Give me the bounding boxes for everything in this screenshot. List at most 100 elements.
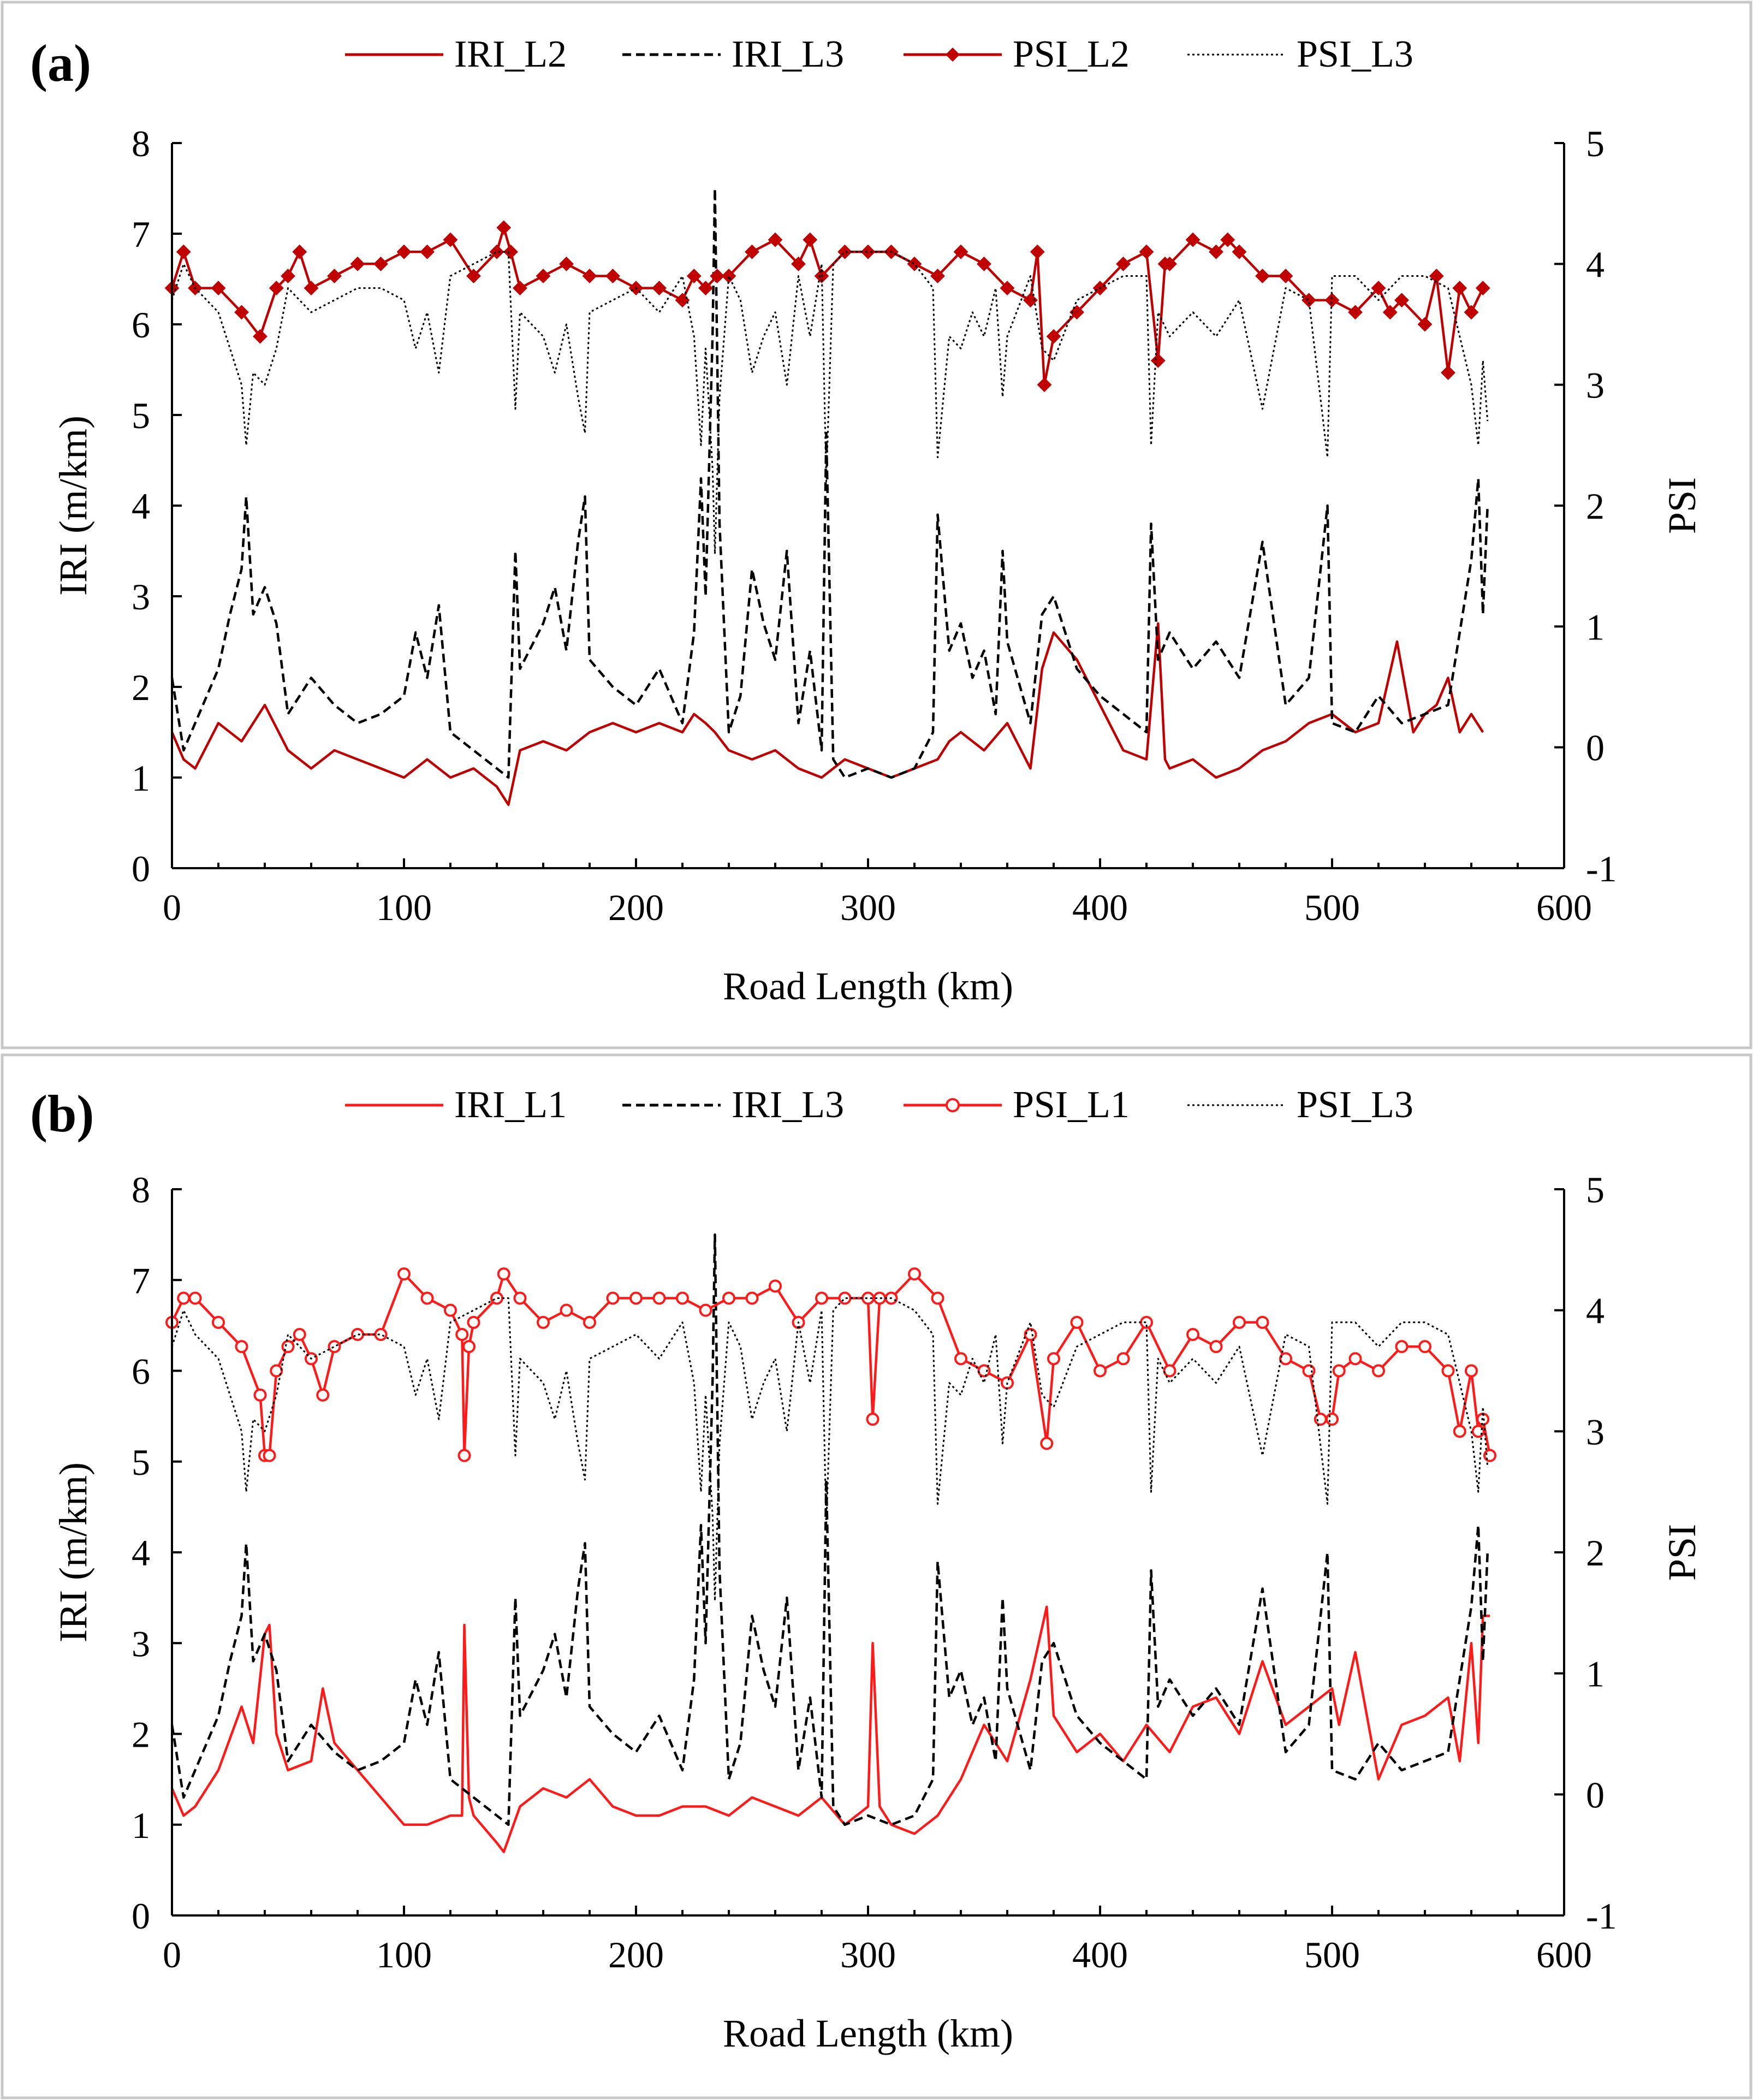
panel-b-y-tick-label: 3 [132, 1623, 150, 1664]
panel-b-y-tick-label: 0 [132, 1895, 150, 1937]
panel-a-point-psi-l2 [1000, 281, 1015, 296]
panel-b-point-psi-l1 [652, 1291, 666, 1305]
panel-a-point-psi-l2 [1069, 305, 1084, 320]
panel-a-y-tick-label: 3 [132, 576, 150, 618]
panel-b-point-psi-l1 [397, 1267, 411, 1281]
panel-a-point-psi-l2 [503, 244, 518, 259]
panel-b-point-psi-l1 [629, 1291, 643, 1305]
panel-b-point-psi-l1 [1465, 1364, 1478, 1378]
panel-a-point-psi-l2 [1046, 329, 1061, 344]
panel-b-y2-tick-label: 5 [1586, 1169, 1605, 1211]
panel-a-point-psi-l2 [1185, 232, 1201, 247]
panel-b-series-psi-l1 [165, 1267, 1496, 1462]
panel-b-frame [1, 1053, 1752, 2099]
panel-b-point-psi-l1 [866, 1413, 880, 1426]
panel-b-legend-item-iri-l1: IRI_L1 [345, 1084, 567, 1126]
panel-b-point-psi-l1 [1326, 1413, 1339, 1426]
panel-a-point-psi-l2 [686, 269, 702, 283]
panel-a-point-psi-l2 [1475, 281, 1490, 296]
panel-b-y2-tick-label: 4 [1586, 1290, 1605, 1332]
panel-a-axes: 0 100 200 300 400 500 600 0 1 2 3 4 5 6 7 8 -1 0 1 2 3 4 5 Road… [51, 123, 1704, 1008]
panel-b-legend-item-iri-l3: IRI_L3 [622, 1084, 844, 1126]
panel-b-point-psi-l1 [1094, 1364, 1107, 1378]
panel-b-y-tick-label: 2 [132, 1714, 150, 1755]
panel-a-label: (a) [30, 34, 91, 92]
panel-a-y-axis-title: IRI (m/km) [51, 416, 95, 596]
panel-b-point-psi-l1 [722, 1291, 735, 1305]
panel-a-point-psi-l2 [1023, 293, 1038, 308]
panel-b-x-tick-label: 200 [608, 1934, 664, 1976]
panel-b-y2-tick-label: 0 [1586, 1774, 1605, 1816]
panel-b-x-axis-title: Road Length (km) [723, 2012, 1013, 2055]
panel-a-y2-tick-label: 3 [1586, 365, 1605, 406]
panel-a-point-psi-l2 [953, 244, 968, 259]
panel-b-point-psi-l1 [1070, 1315, 1084, 1329]
panel-b-legend-item-psi-l3: PSI_L3 [1187, 1084, 1413, 1126]
panel-b-series-psi-l3 [171, 1297, 1489, 1602]
panel-b-point-psi-l1 [769, 1279, 782, 1293]
panel-b-y-tick-label: 6 [132, 1351, 150, 1392]
panel-a-x-tick-label: 200 [608, 887, 664, 928]
panel-b-y2-axis-title: PSI [1660, 1524, 1704, 1581]
panel-b-y-tick-label: 8 [132, 1169, 150, 1211]
panel-a-point-psi-l2 [559, 256, 574, 271]
panel-a-point-psi-l2 [745, 244, 759, 259]
panel-b-point-psi-l1 [1163, 1364, 1176, 1378]
panel-a-point-psi-l2 [1382, 305, 1398, 320]
panel-b-legend-marker [946, 1098, 960, 1112]
panel-a-y2-tick-label: 5 [1586, 123, 1605, 164]
panel-b-point-psi-l1 [253, 1388, 267, 1402]
panel-b-point-psi-l1 [1209, 1340, 1223, 1354]
panel-a-y2-tick-label: -1 [1586, 848, 1617, 889]
panel-a-point-psi-l2 [292, 244, 307, 259]
panel-a-series-group [164, 187, 1490, 806]
panel-a-point-psi-l2 [710, 269, 725, 283]
panel-b-legend: IRI_L1 IRI_L3 PSI_L1 PSI_L3 [345, 1084, 1413, 1126]
panel-a-point-psi-l2 [1441, 365, 1455, 380]
panel-a-frame [1, 1, 1752, 1049]
panel-b-point-psi-l1 [977, 1364, 991, 1378]
panel-b-y-tick-label: 1 [132, 1805, 150, 1846]
panel-b-point-psi-l1 [1395, 1340, 1409, 1354]
panel-b-point-psi-l1 [1233, 1315, 1246, 1329]
panel-a-point-psi-l2 [1255, 269, 1270, 283]
panel-b-point-psi-l1 [328, 1340, 341, 1354]
panel-b-point-psi-l1 [490, 1291, 503, 1305]
panel-b-point-psi-l1 [583, 1315, 596, 1329]
panel-b-y-tick-label: 7 [132, 1260, 150, 1301]
panel-a-y-tick-label: 2 [132, 667, 150, 708]
panel-b-series-iri-l1 [170, 1605, 1490, 1853]
panel-b-line-iri-l3 [170, 1233, 1489, 1826]
panel-a-point-psi-l2 [373, 256, 388, 271]
panel-b-point-psi-l1 [177, 1291, 191, 1305]
panel-a-point-psi-l2 [1464, 305, 1479, 320]
panel-a-point-psi-l2 [1371, 281, 1386, 296]
panel-b-point-psi-l1 [745, 1291, 759, 1305]
panel-b-point-psi-l1 [457, 1449, 471, 1462]
panel-b-point-psi-l1 [270, 1364, 283, 1378]
panel-b-line-iri-l1 [170, 1605, 1490, 1853]
panel-b-y-tick-label: 5 [132, 1441, 150, 1483]
panel-b-point-psi-l1 [444, 1303, 457, 1317]
panel-b-point-psi-l1 [1332, 1364, 1346, 1378]
panel-a-series-psi-l3 [171, 251, 1489, 555]
panel-b-point-psi-l1 [1483, 1449, 1496, 1462]
panel-a-legend-label: PSI_L2 [1013, 33, 1130, 75]
panel-a-point-psi-l2 [234, 305, 249, 320]
panel-a-y2-tick-label: 0 [1586, 727, 1605, 769]
panel-b-axes: 0 100 200 300 400 500 600 0 1 2 3 4 5 6 7 8 -1 0 1 2 3 4 5 Road… [51, 1169, 1704, 2055]
panel-a-point-psi-l2 [1139, 244, 1154, 259]
panel-a-point-psi-l2 [1209, 244, 1223, 259]
panel-a-point-psi-l2 [1030, 244, 1045, 259]
panel-a-point-psi-l2 [253, 329, 268, 344]
panel-b-point-psi-l1 [212, 1315, 225, 1329]
panel-a-legend: IRI_L2 IRI_L3 PSI_L2 PSI_L3 [345, 33, 1413, 75]
panel-b-point-psi-l1 [316, 1388, 330, 1402]
panel-b-point-psi-l1 [513, 1291, 527, 1305]
panel-a-point-psi-l2 [652, 281, 667, 296]
panel-b-line-psi-l3 [171, 1297, 1489, 1602]
panel-a-point-psi-l2 [496, 220, 512, 235]
panel-a-point-psi-l2 [536, 269, 551, 283]
panel-a-point-psi-l2 [327, 269, 342, 283]
panel-b-point-psi-l1 [560, 1303, 573, 1317]
